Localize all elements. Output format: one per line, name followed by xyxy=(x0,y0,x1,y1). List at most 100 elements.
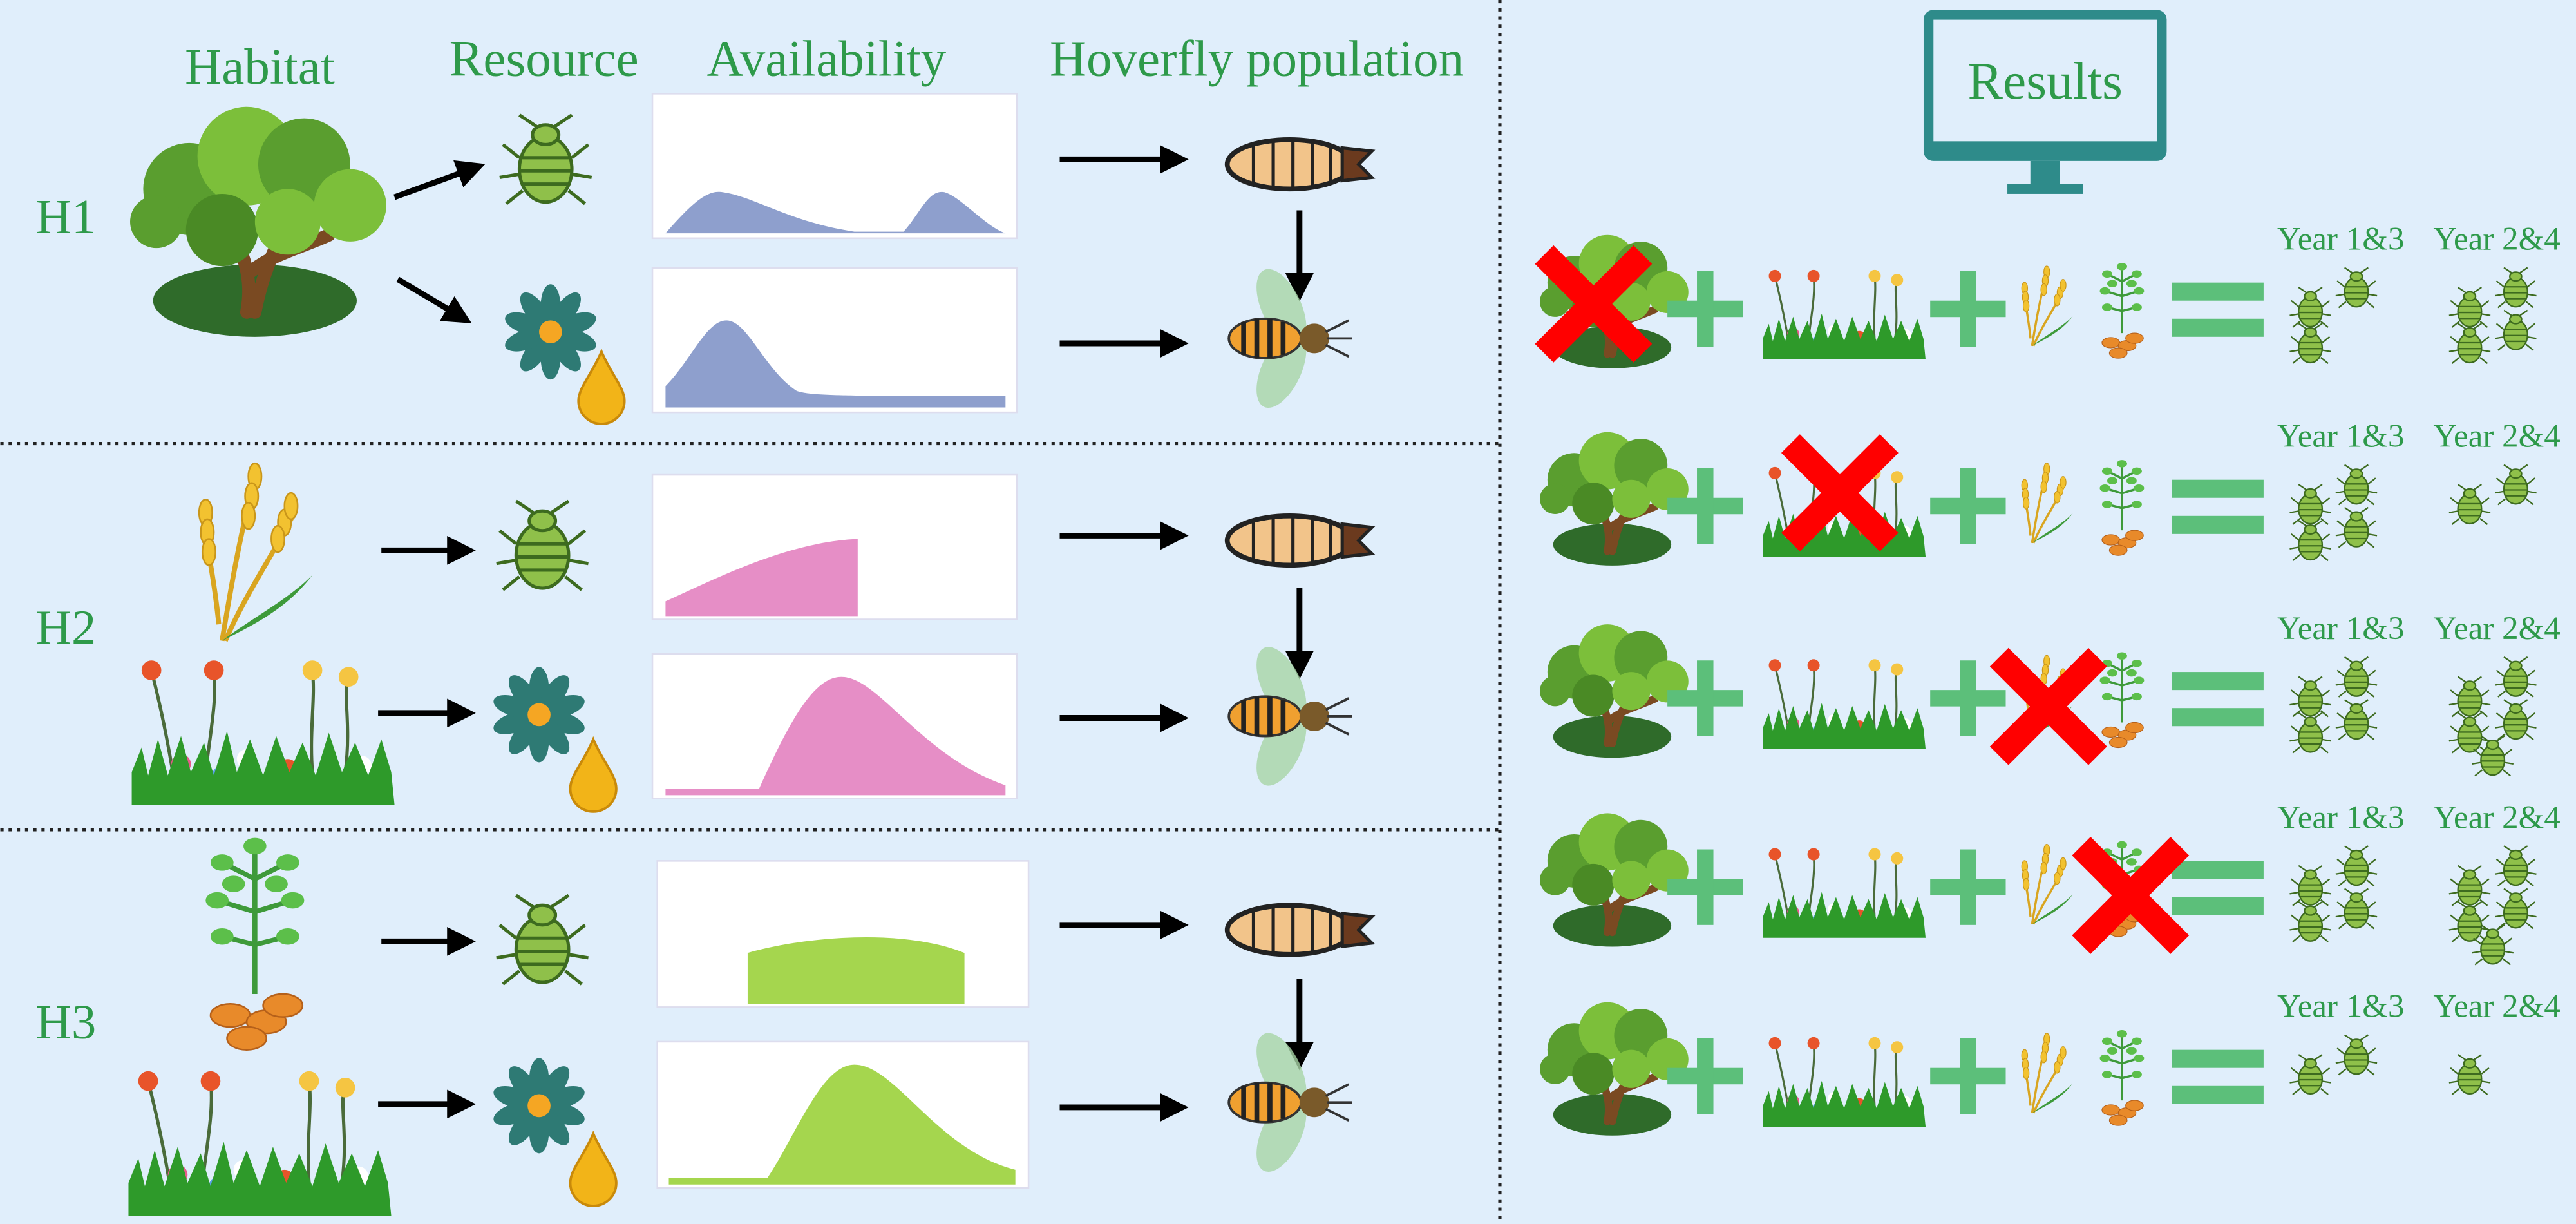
aphid-legs xyxy=(2289,865,2331,906)
grain xyxy=(2040,480,2047,493)
aphid-head xyxy=(2304,680,2317,691)
aphid-legs xyxy=(2448,865,2491,906)
year-label: Year 1&3 xyxy=(2277,989,2404,1025)
hypothesis-label: H3 xyxy=(36,995,97,1049)
plus-v xyxy=(1960,468,1976,544)
potato-leaf xyxy=(2131,303,2142,311)
aphid-head xyxy=(2304,524,2317,535)
foliage xyxy=(1612,672,1651,711)
aphid-head xyxy=(2304,1058,2317,1069)
availability-curve xyxy=(747,937,965,1004)
aphid-legs xyxy=(2335,656,2378,698)
potato-leaf xyxy=(281,892,305,909)
aphid-stripes xyxy=(2458,1073,2482,1087)
grain xyxy=(2040,283,2047,296)
aphid-icon xyxy=(2472,735,2514,777)
aphid-legs xyxy=(2289,520,2331,562)
grain xyxy=(2040,861,2047,875)
aphid-icon xyxy=(496,894,589,986)
aphid-icon xyxy=(496,499,589,591)
aphid-legs xyxy=(2448,676,2491,718)
aphid-stripes xyxy=(2458,884,2482,898)
aphid-stripes xyxy=(2481,943,2505,957)
potato-leaf xyxy=(2101,501,2113,508)
wheat-leaf xyxy=(222,575,313,641)
aphid-legs xyxy=(2448,484,2491,525)
plus-v xyxy=(1697,468,1714,544)
equals-bottom xyxy=(2172,1085,2264,1104)
potato-leaf xyxy=(2116,263,2127,271)
tree-icon xyxy=(1540,813,1689,947)
potato-leaf xyxy=(2101,1071,2113,1078)
aphid-stripes xyxy=(2504,907,2528,921)
tuber xyxy=(262,993,304,1018)
aphid-icon xyxy=(2335,888,2378,930)
petal xyxy=(539,1109,570,1145)
fly-body xyxy=(1227,695,1303,738)
cross xyxy=(2072,836,2190,954)
equals-top xyxy=(2172,672,2264,691)
foliage xyxy=(1540,1053,1571,1084)
plus-icon xyxy=(1667,271,1743,347)
equals-bottom xyxy=(2172,897,2264,915)
potato-leaf xyxy=(222,875,245,892)
plus-icon xyxy=(1667,1038,1743,1114)
equals-top xyxy=(2172,861,2264,879)
wheat-leaf xyxy=(2032,1083,2073,1113)
meadow-flower xyxy=(299,1071,319,1091)
meadow-flower xyxy=(1891,1041,1904,1054)
aphid-stripes xyxy=(2458,920,2482,934)
aphid-icon xyxy=(2335,656,2378,698)
potato-icon xyxy=(2099,652,2145,749)
availability-curve xyxy=(665,676,1006,796)
fly-icon xyxy=(1227,1033,1352,1172)
tuber xyxy=(2125,530,2144,541)
year-label: Year 1&3 xyxy=(2277,611,2404,647)
aphid-legs xyxy=(2289,676,2331,718)
aphid-stripes xyxy=(2458,695,2482,709)
potato-leaf xyxy=(2101,270,2113,278)
meadow-stems xyxy=(146,1080,347,1183)
potato-stem xyxy=(216,846,294,994)
aphid-icon xyxy=(2495,699,2537,741)
aphid-icon xyxy=(2495,464,2537,506)
potato-leaf xyxy=(2131,659,2142,667)
fly-head xyxy=(1299,701,1329,731)
aphid-stripes xyxy=(2298,920,2322,934)
aphid-legs xyxy=(2495,267,2537,309)
potato-leaf xyxy=(2099,287,2110,295)
aphid-legs xyxy=(496,894,589,986)
meadow-flower xyxy=(1868,1037,1881,1049)
larva-head xyxy=(1340,912,1376,948)
tuber xyxy=(2108,347,2128,359)
arrow xyxy=(396,276,472,323)
grain xyxy=(2060,857,2067,870)
potato-leaf xyxy=(2126,280,2137,287)
aphid-head xyxy=(2509,892,2523,903)
monitor-base xyxy=(2007,184,2083,194)
plus-v xyxy=(1960,271,1976,347)
aphid-stripes xyxy=(2458,341,2482,356)
aphid-legs xyxy=(2335,506,2378,548)
fly-head xyxy=(1299,1087,1329,1118)
petal xyxy=(539,675,570,712)
aphid-stripes xyxy=(2458,731,2482,745)
meadow-flower xyxy=(1768,659,1781,672)
aphid-stripes xyxy=(2344,526,2369,540)
fly-stripes xyxy=(1241,318,1286,358)
aphid-icon xyxy=(2335,845,2378,887)
aphid-stripes xyxy=(519,156,573,186)
column-header: Availability xyxy=(706,31,946,87)
potato-leaf xyxy=(243,837,267,855)
grain xyxy=(2054,293,2061,307)
monitor: Results xyxy=(1923,10,2167,194)
grain xyxy=(2022,877,2030,891)
fly-body xyxy=(1227,317,1303,359)
drop-icon xyxy=(569,1130,618,1207)
aphid-stripes xyxy=(516,542,569,572)
aphid-stripes xyxy=(2481,754,2505,768)
aphid-stripes xyxy=(2344,286,2369,300)
meadow-flower xyxy=(1868,848,1881,861)
aphid-legs xyxy=(2335,845,2378,887)
